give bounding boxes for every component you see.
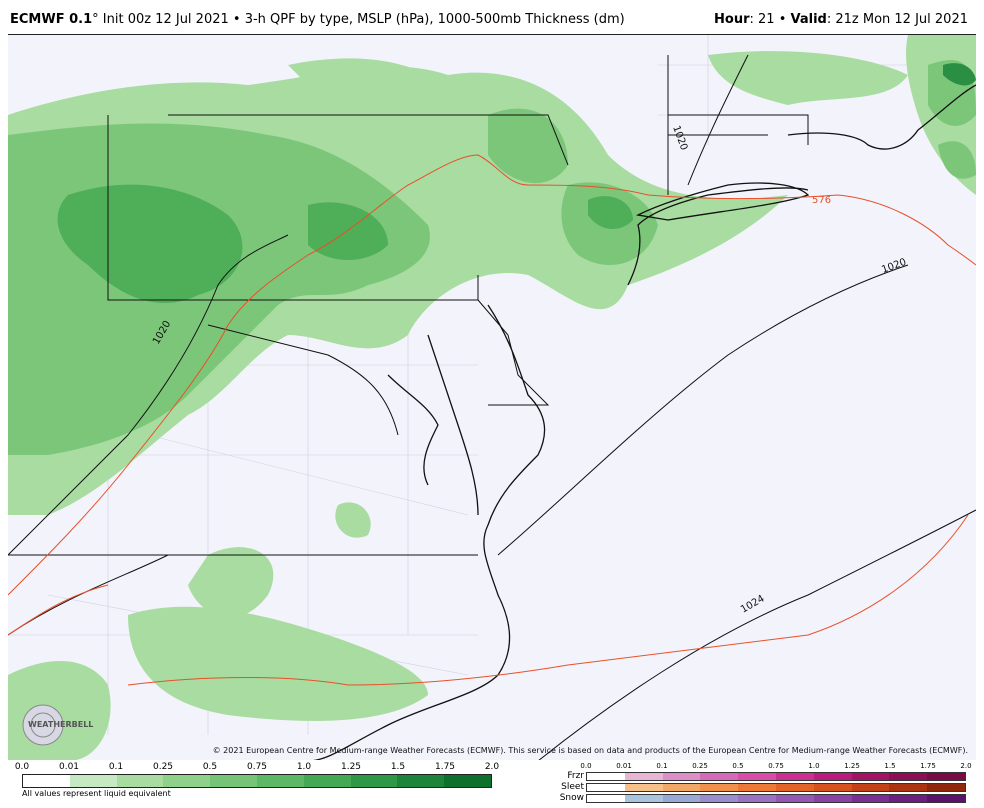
ptype-swatch: [624, 773, 663, 780]
ptype-swatch: [927, 773, 965, 780]
map-canvas: 1020 1020 1020 1024 576 WEATHERBELL: [8, 35, 976, 760]
ptype-row-label: Snow: [559, 793, 584, 803]
qpf-tick-label: 0.25: [152, 762, 174, 772]
ptype-swatch: [662, 773, 701, 780]
title-description: ° Init 00z 12 Jul 2021 • 3-h QPF by type…: [92, 12, 625, 27]
qpf-swatch: [69, 775, 117, 787]
ptype-tick-label: 1.25: [844, 762, 860, 770]
ptype-swatch: [851, 795, 890, 802]
ptype-tick-label: 2.0: [960, 762, 972, 770]
ptype-swatch: [927, 784, 965, 791]
ptype-swatch: [738, 795, 776, 802]
ptype-row-label: Sleet: [561, 782, 584, 792]
map-title: ECMWF 0.1° Init 00z 12 Jul 2021 • 3-h QP…: [10, 12, 625, 27]
qpf-swatch: [163, 775, 211, 787]
qpf-tick-label: 0.01: [58, 762, 80, 772]
valid-time: Hour: 21 • Valid: 21z Mon 12 Jul 2021: [714, 12, 968, 27]
ptype-row-label: Frzr: [567, 771, 584, 781]
ptype-swatch: [813, 795, 852, 802]
qpf-color-bar: [22, 774, 492, 788]
qpf-swatch: [397, 775, 445, 787]
ptype-tick-label: 0.5: [732, 762, 744, 770]
qpf-tick-label: 2.0: [484, 762, 500, 772]
copyright-notice: © 2021 European Centre for Medium-range …: [212, 746, 968, 755]
ptype-swatch: [587, 773, 625, 780]
ptype-swatch: [624, 784, 663, 791]
qpf-tick-label: 1.75: [434, 762, 456, 772]
ptype-swatch: [775, 773, 814, 780]
qpf-swatch: [303, 775, 351, 787]
ptype-color-row: [586, 794, 966, 803]
ptype-tick-label: 1.5: [884, 762, 896, 770]
ptype-swatch: [889, 773, 928, 780]
ptype-swatch: [662, 784, 701, 791]
ptype-tick-label: 1.75: [920, 762, 936, 770]
valid-label: Valid: [790, 12, 827, 27]
ptype-swatch: [889, 795, 928, 802]
state-borders: [8, 55, 809, 556]
qpf-swatch: [350, 775, 398, 787]
ptype-swatch: [738, 773, 776, 780]
hour-label: Hour: [714, 12, 750, 27]
qpf-tick-label: 0.1: [108, 762, 124, 772]
ptype-swatch: [813, 773, 852, 780]
ptype-swatch: [700, 795, 739, 802]
qpf-swatch: [210, 775, 257, 787]
ptype-legend: 0.0 0.01 0.1 0.25 0.5 0.75 1.0 1.25 1.5 1.75 2.0 F…: [556, 762, 976, 806]
ptype-swatch: [700, 784, 739, 791]
ptype-color-row: [586, 783, 966, 792]
weatherbell-logo: WEATHERBELL: [22, 704, 93, 746]
ptype-swatch: [813, 784, 852, 791]
ptype-color-row: [586, 772, 966, 781]
ptype-swatch: [851, 784, 890, 791]
qpf-swatch: [23, 775, 70, 787]
precip-heavy: [57, 63, 976, 304]
coastline: [312, 84, 976, 760]
model-name: ECMWF 0.1: [10, 12, 93, 27]
qpf-tick-label: 0.0: [14, 762, 30, 772]
ptype-swatch: [624, 795, 663, 802]
thickness-576: [8, 154, 976, 686]
ptype-tick-label: 0.01: [616, 762, 632, 770]
ptype-swatch: [775, 795, 814, 802]
ptype-swatch: [775, 784, 814, 791]
ptype-tick-label: 0.0: [580, 762, 592, 770]
thickness-label-576: 576: [812, 195, 831, 206]
ptype-tick-label: 1.0: [808, 762, 820, 770]
qpf-tick-label: 1.5: [390, 762, 406, 772]
qpf-swatch: [256, 775, 304, 787]
logo-text: WEATHERBELL: [28, 720, 93, 729]
ptype-swatch: [662, 795, 701, 802]
ptype-tick-label: 0.1: [656, 762, 668, 770]
ptype-swatch: [927, 795, 965, 802]
ptype-swatch: [587, 784, 625, 791]
qpf-tick-label: 1.25: [340, 762, 362, 772]
ptype-tick-label: 0.75: [768, 762, 784, 770]
qpf-tick-label: 0.5: [202, 762, 218, 772]
ptype-swatch: [889, 784, 928, 791]
qpf-legend: 0.0 0.01 0.1 0.25 0.5 0.75 1.0 1.25 1.5 1.75 2.0 A…: [10, 762, 500, 806]
ptype-swatch: [587, 795, 625, 802]
forecast-map[interactable]: 1020 1020 1020 1024 576 WEATHERBELL: [8, 34, 976, 760]
qpf-swatch: [444, 775, 491, 787]
qpf-swatch: [116, 775, 164, 787]
map-header: ECMWF 0.1° Init 00z 12 Jul 2021 • 3-h QP…: [0, 0, 984, 34]
qpf-tick-label: 1.0: [296, 762, 312, 772]
ptype-swatch: [851, 773, 890, 780]
qpf-note: All values represent liquid equivalent: [22, 789, 171, 798]
ptype-swatch: [700, 773, 739, 780]
ptype-swatch: [738, 784, 776, 791]
hour-value: : 21 •: [749, 12, 791, 27]
ptype-tick-label: 0.25: [692, 762, 708, 770]
valid-value: : 21z Mon 12 Jul 2021: [826, 12, 968, 27]
qpf-tick-label: 0.75: [246, 762, 268, 772]
